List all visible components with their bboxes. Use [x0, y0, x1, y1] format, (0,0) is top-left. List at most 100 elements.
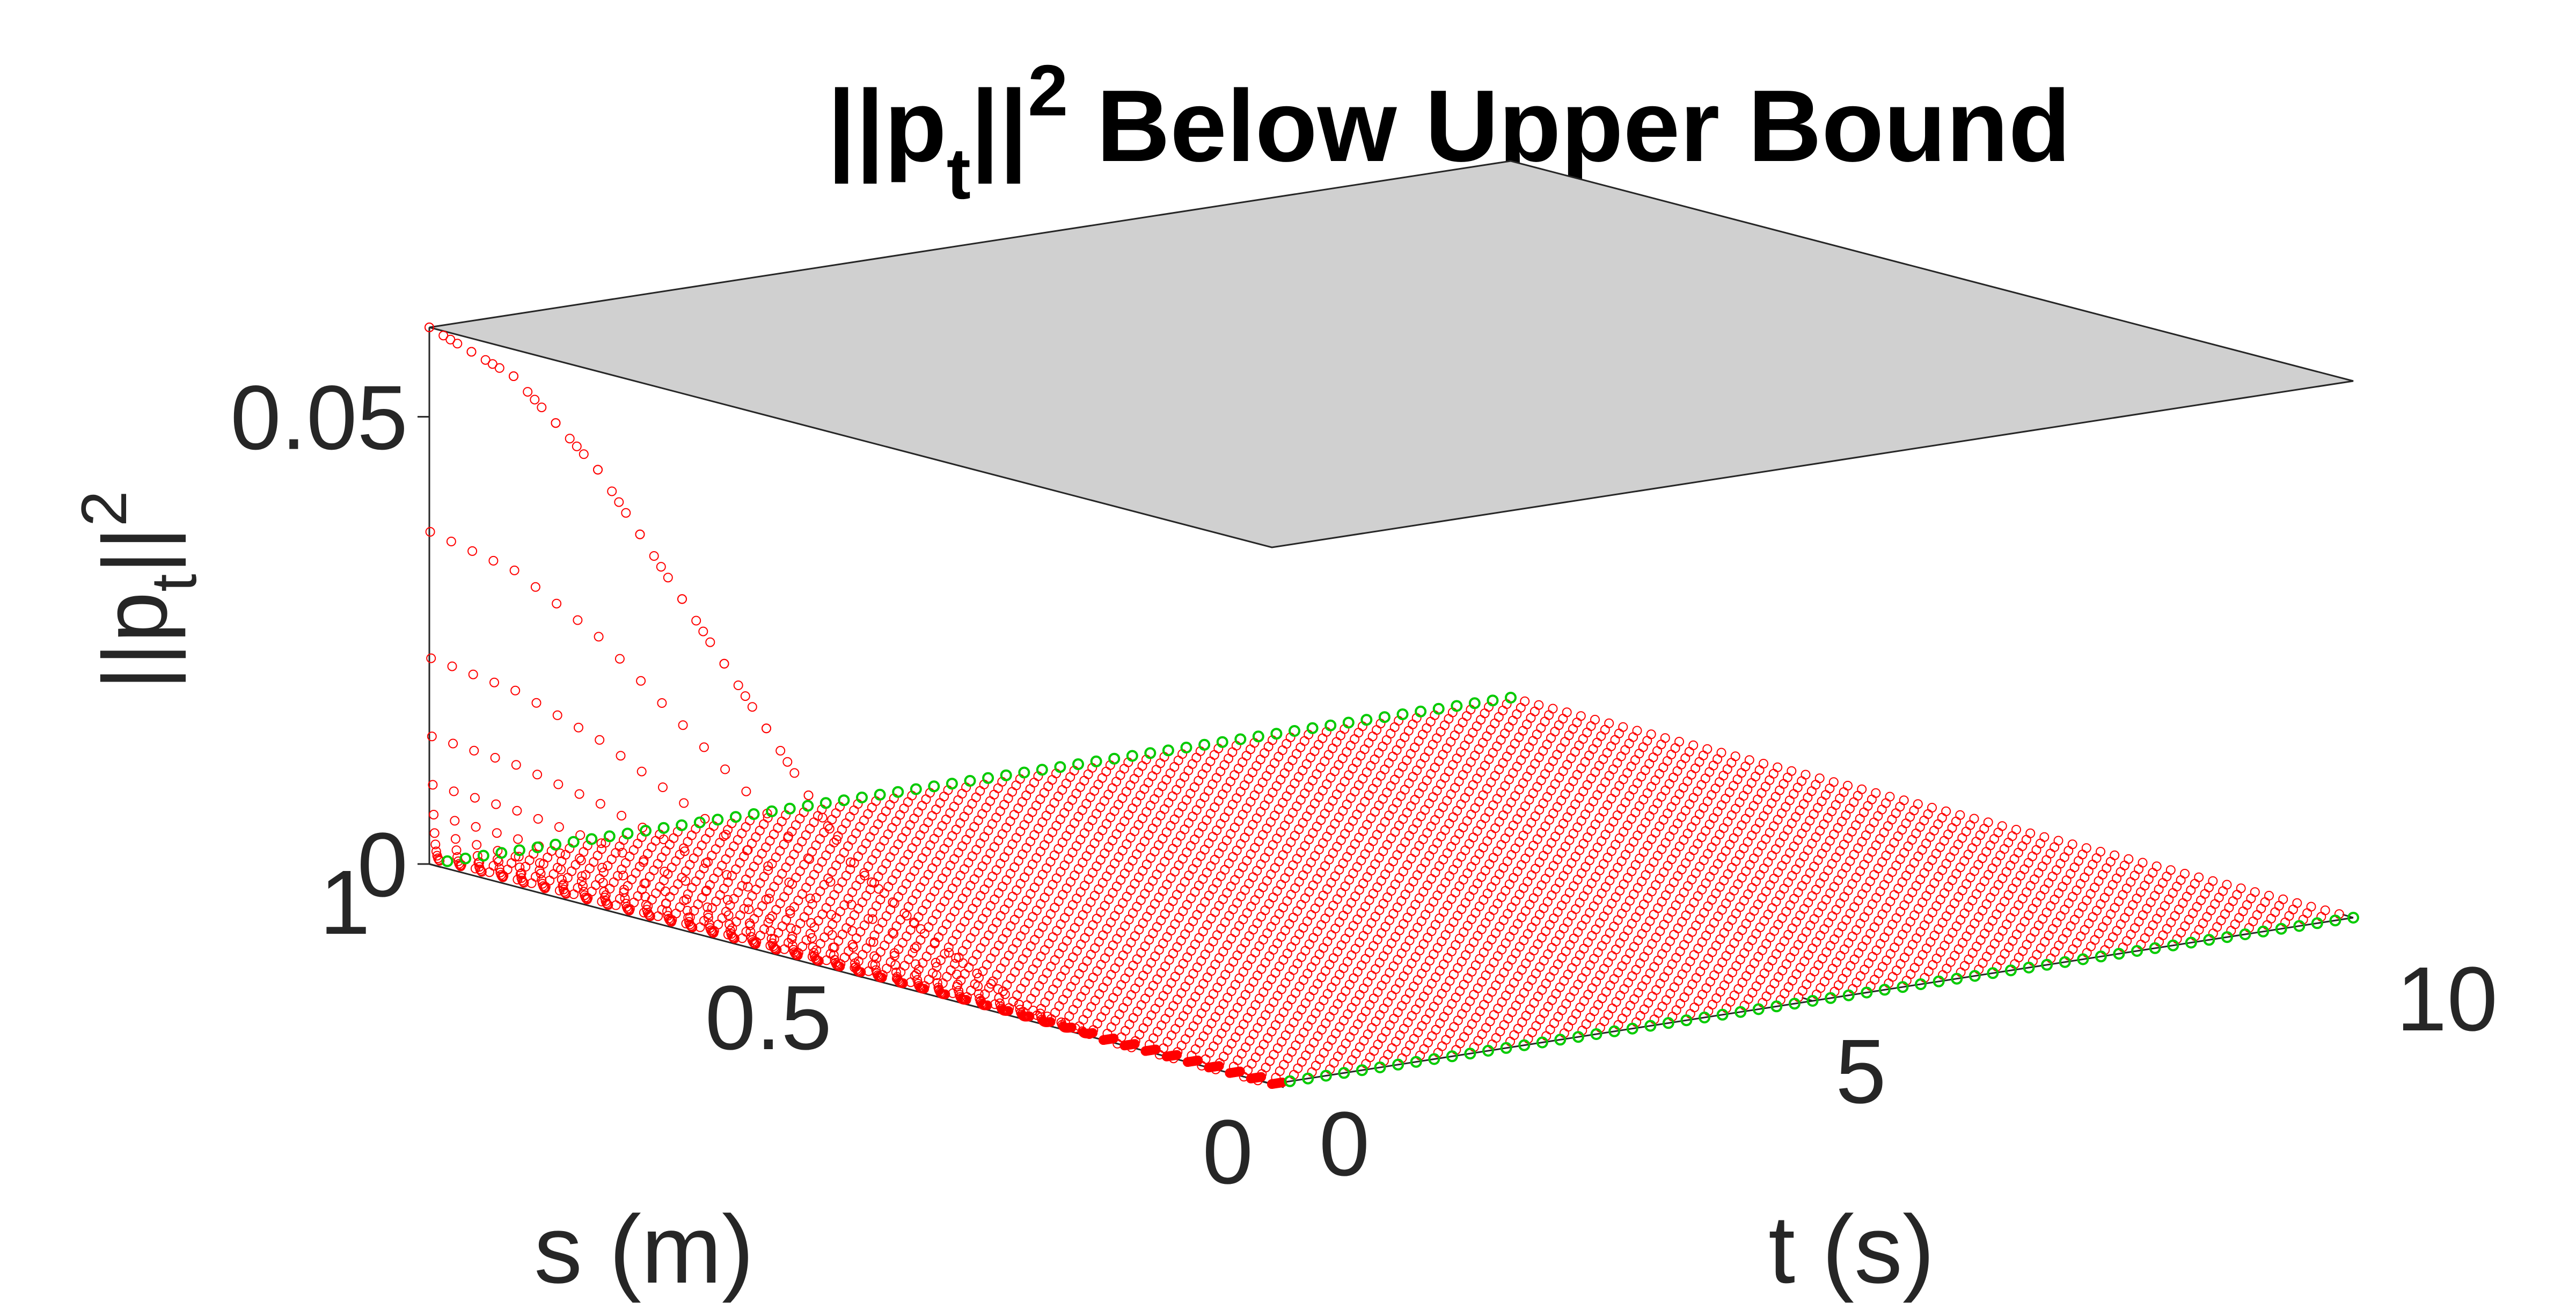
surface-marker-1029 [811, 840, 821, 851]
surface-marker-3648 [1642, 736, 1652, 746]
surface-marker-533 [779, 892, 789, 902]
surface-marker-1668 [1459, 927, 1469, 937]
surface-marker-1858 [1414, 893, 1424, 903]
surface-marker-1514 [997, 829, 1007, 839]
surface-marker-1594 [1623, 978, 1633, 987]
surface-marker-46 [621, 508, 631, 518]
surface-marker-3863 [1066, 1022, 1077, 1033]
surface-marker-3330 [1735, 797, 1745, 807]
surface-marker-265 [1044, 991, 1054, 1001]
surface-marker-2658 [1550, 831, 1561, 841]
surface-marker-2165 [1476, 872, 1487, 882]
surface-marker-3086 [1663, 808, 1673, 818]
surface-marker-2213 [1677, 917, 1687, 927]
boundary-marker-53 [910, 783, 922, 795]
surface-marker-1503 [1152, 869, 1162, 880]
surface-marker-505 [1172, 994, 1182, 1005]
surface-marker-679 [1353, 1019, 1363, 1029]
surface-marker-2824 [1843, 885, 1853, 896]
surface-marker-2478 [1454, 829, 1464, 839]
surface-marker-2275 [1681, 910, 1691, 920]
boundary-marker-104 [2221, 931, 2233, 943]
surface-marker-4202 [487, 359, 497, 369]
surface-marker-1223 [1585, 1013, 1596, 1023]
surface-marker-1922 [1390, 880, 1400, 889]
surface-marker-26 [902, 911, 912, 921]
surface-marker-3616 [2091, 853, 2102, 863]
surface-marker-3287 [1463, 734, 1474, 744]
surface-marker-560 [1275, 1014, 1285, 1024]
surface-marker-3506 [1887, 815, 1897, 825]
surface-marker-4071 [729, 933, 740, 943]
surface-marker-519 [976, 943, 986, 953]
surface-marker-4047 [741, 786, 751, 796]
surface-marker-2260 [1892, 965, 1902, 976]
surface-marker-2734 [1358, 774, 1368, 784]
surface-marker-1299 [1393, 955, 1403, 965]
surface-marker-809 [1276, 984, 1286, 994]
surface-marker-1501 [1180, 877, 1190, 887]
surface-marker-3575 [1792, 782, 1803, 793]
surface-marker-161 [755, 931, 765, 941]
surface-marker-1117 [1324, 960, 1335, 970]
surface-marker-2080 [1795, 963, 1805, 973]
surface-marker-3337 [1636, 772, 1646, 782]
surface-marker-1224 [1571, 1009, 1581, 1019]
surface-marker-3202 [1783, 825, 1793, 835]
surface-marker-2372 [1194, 775, 1204, 786]
surface-marker-2132 [1065, 772, 1075, 782]
surface-marker-3613 [2134, 864, 2144, 874]
surface-marker-2169 [1420, 857, 1430, 867]
surface-marker-3603 [2274, 901, 2284, 911]
surface-marker-290 [693, 899, 703, 909]
surface-marker-2635 [1874, 916, 1884, 926]
surface-marker-2177 [1308, 828, 1318, 838]
surface-marker-3999 [829, 950, 839, 960]
surface-marker-1012 [1050, 903, 1060, 913]
surface-marker-1439 [1176, 883, 1186, 894]
surface-marker-2982 [1374, 748, 1384, 758]
surface-marker-4195 [514, 852, 524, 862]
surface-marker-1495 [1264, 899, 1274, 909]
surface-marker-4050 [744, 904, 754, 914]
surface-marker-1730 [1462, 921, 1473, 931]
surface-marker-1114 [1366, 970, 1377, 980]
surface-marker-803 [1360, 1006, 1371, 1016]
surface-marker-3394 [1710, 784, 1721, 794]
surface-marker-2276 [1667, 907, 1677, 917]
surface-marker-3150 [1638, 795, 1649, 804]
surface-marker-2667 [1424, 799, 1434, 809]
surface-marker-2325 [1854, 948, 1863, 958]
surface-marker-1383 [1088, 868, 1097, 878]
surface-marker-1507 [1095, 855, 1106, 865]
surface-marker-588 [881, 911, 891, 921]
surface-marker-1052 [1363, 977, 1373, 987]
surface-marker-3436 [1995, 851, 2006, 860]
surface-marker-1110 [1423, 985, 1433, 995]
surface-marker-2054 [1286, 837, 1296, 847]
surface-marker-948 [1074, 917, 1084, 926]
surface-marker-2747 [2050, 947, 2060, 957]
surface-marker-3609 [2190, 879, 2200, 889]
surface-marker-4022 [784, 877, 794, 888]
surface-marker-4100 [658, 782, 668, 792]
surface-marker-2739 [1287, 755, 1298, 765]
surface-marker-2752 [1980, 928, 1990, 939]
boundary-marker-87 [1216, 736, 1228, 748]
surface-marker-2818 [1927, 907, 1937, 918]
surface-marker-1564 [1170, 867, 1180, 877]
surface-marker-3255 [1913, 851, 1923, 861]
surface-marker-1130 [1142, 912, 1152, 922]
surface-marker-1656 [1627, 971, 1637, 981]
surface-marker-2183 [1224, 806, 1234, 816]
surface-marker-1080 [969, 874, 979, 884]
surface-marker-2614 [1293, 772, 1304, 782]
surface-marker-529 [835, 906, 845, 917]
surface-marker-1826 [989, 789, 999, 800]
surface-marker-935 [1256, 964, 1267, 974]
surface-marker-1737 [1364, 895, 1374, 905]
surface-marker-2437 [1155, 758, 1166, 768]
surface-marker-3316 [1931, 848, 1941, 859]
surface-marker-3156 [1554, 773, 1564, 782]
surface-marker-520 [962, 940, 972, 949]
